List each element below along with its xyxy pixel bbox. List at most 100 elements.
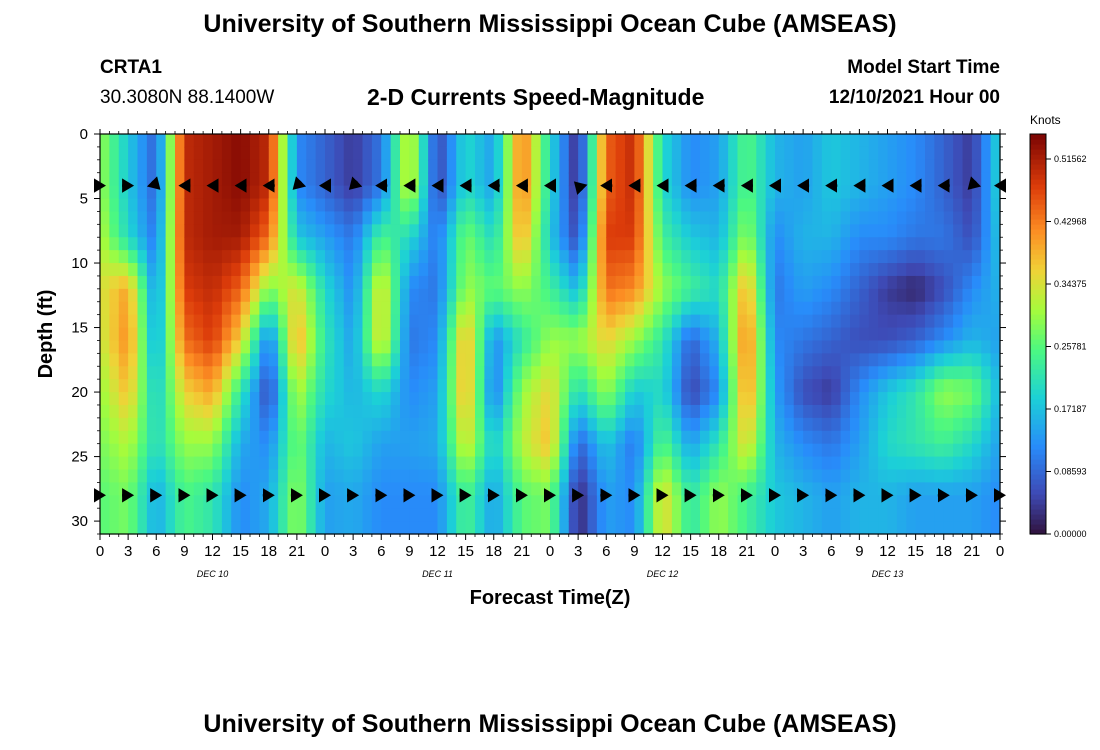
heatmap-cell (156, 521, 167, 535)
heatmap-cell (831, 185, 842, 200)
heatmap-cell (184, 443, 195, 458)
heatmap-cell (362, 263, 373, 277)
heatmap-cell (446, 404, 457, 419)
heatmap-cell (793, 469, 804, 483)
heatmap-cell (681, 185, 692, 200)
heatmap-cell (221, 237, 232, 251)
heatmap-cell (812, 417, 823, 432)
heatmap-cell (868, 224, 879, 238)
heatmap-cell (765, 314, 776, 329)
heatmap-cell (381, 288, 392, 303)
heatmap-cell (962, 327, 973, 342)
heatmap-cell (175, 224, 185, 238)
heatmap-cell (700, 482, 710, 496)
heatmap-cell (156, 172, 167, 187)
heatmap-cell (418, 417, 429, 432)
heatmap-cell (400, 392, 410, 406)
colorbar-segment (1030, 269, 1046, 275)
heatmap-cell (878, 185, 889, 200)
heatmap-cell (353, 521, 364, 535)
heatmap-cell (212, 211, 223, 225)
heatmap-cell (596, 288, 607, 303)
heatmap-cell (934, 134, 945, 148)
heatmap-cell (156, 508, 167, 522)
heatmap-cell (606, 417, 617, 432)
heatmap-cell (840, 159, 851, 174)
heatmap-cell (821, 250, 832, 264)
heatmap-cell (240, 521, 251, 535)
heatmap-cell (137, 508, 148, 522)
heatmap-cell (231, 172, 242, 187)
heatmap-cell (868, 185, 879, 200)
heatmap-cell (362, 508, 373, 522)
heatmap-cell (268, 456, 279, 471)
heatmap-cell (915, 521, 926, 535)
heatmap-cell (784, 159, 795, 174)
heatmap-cell (465, 392, 476, 406)
heatmap-cell (493, 224, 504, 238)
heatmap-cell (559, 146, 570, 161)
heatmap-cell (728, 211, 739, 225)
x-tick-label: 9 (855, 543, 863, 560)
heatmap-cell (784, 495, 795, 509)
heatmap-cell (146, 495, 157, 509)
heatmap-cell (925, 430, 935, 445)
heatmap-cell (409, 469, 420, 483)
current-vector-arrow (967, 176, 982, 190)
heatmap-cell (353, 327, 364, 342)
heatmap-cell (681, 327, 692, 342)
heatmap-cell (981, 456, 992, 471)
heatmap-cell (746, 159, 757, 174)
heatmap-cell (578, 224, 589, 238)
heatmap-cell (371, 379, 382, 393)
heatmap-cell (315, 430, 326, 445)
heatmap-cell (259, 224, 270, 238)
heatmap-cell (831, 456, 842, 471)
heatmap-cell (231, 288, 242, 303)
x-tick-label: 12 (204, 543, 221, 560)
heatmap-cell (840, 211, 851, 225)
heatmap-cell (718, 134, 729, 148)
heatmap-cell (381, 353, 392, 367)
heatmap-cell (100, 275, 110, 290)
heatmap-cell (615, 327, 626, 342)
heatmap-cell (831, 172, 842, 187)
heatmap-cell (850, 134, 860, 148)
heatmap-cell (212, 404, 223, 419)
heatmap-cell (193, 288, 204, 303)
heatmap-cell (231, 275, 242, 290)
heatmap-cell (559, 469, 570, 483)
heatmap-cell (118, 508, 129, 522)
heatmap-cell (606, 263, 617, 277)
heatmap-cell (831, 417, 842, 432)
heatmap-cell (325, 443, 335, 458)
heatmap-cell (915, 134, 926, 148)
heatmap-cell (943, 508, 954, 522)
heatmap-cell (850, 392, 860, 406)
heatmap-cell (653, 495, 664, 509)
heatmap-cell (409, 288, 420, 303)
heatmap-cell (325, 353, 335, 367)
heatmap-cell (559, 198, 570, 213)
heatmap-cell (437, 417, 448, 432)
heatmap-cell (259, 340, 270, 354)
heatmap-cell (550, 443, 560, 458)
heatmap-cell (971, 443, 982, 458)
heatmap-cell (343, 288, 354, 303)
heatmap-cell (821, 224, 832, 238)
heatmap-cell (653, 159, 664, 174)
heatmap-cell (353, 495, 364, 509)
heatmap-cell (662, 314, 673, 329)
heatmap-cell (446, 250, 457, 264)
heatmap-cell (643, 237, 654, 251)
heatmap-cell (578, 288, 589, 303)
heatmap-cell (990, 404, 1001, 419)
heatmap-cell (943, 430, 954, 445)
heatmap-cell (812, 224, 823, 238)
heatmap-cell (231, 430, 242, 445)
heatmap-cell (221, 185, 232, 200)
heatmap-cell (803, 353, 814, 367)
heatmap-cell (559, 211, 570, 225)
heatmap-cell (887, 495, 898, 509)
heatmap-cell (128, 301, 139, 316)
